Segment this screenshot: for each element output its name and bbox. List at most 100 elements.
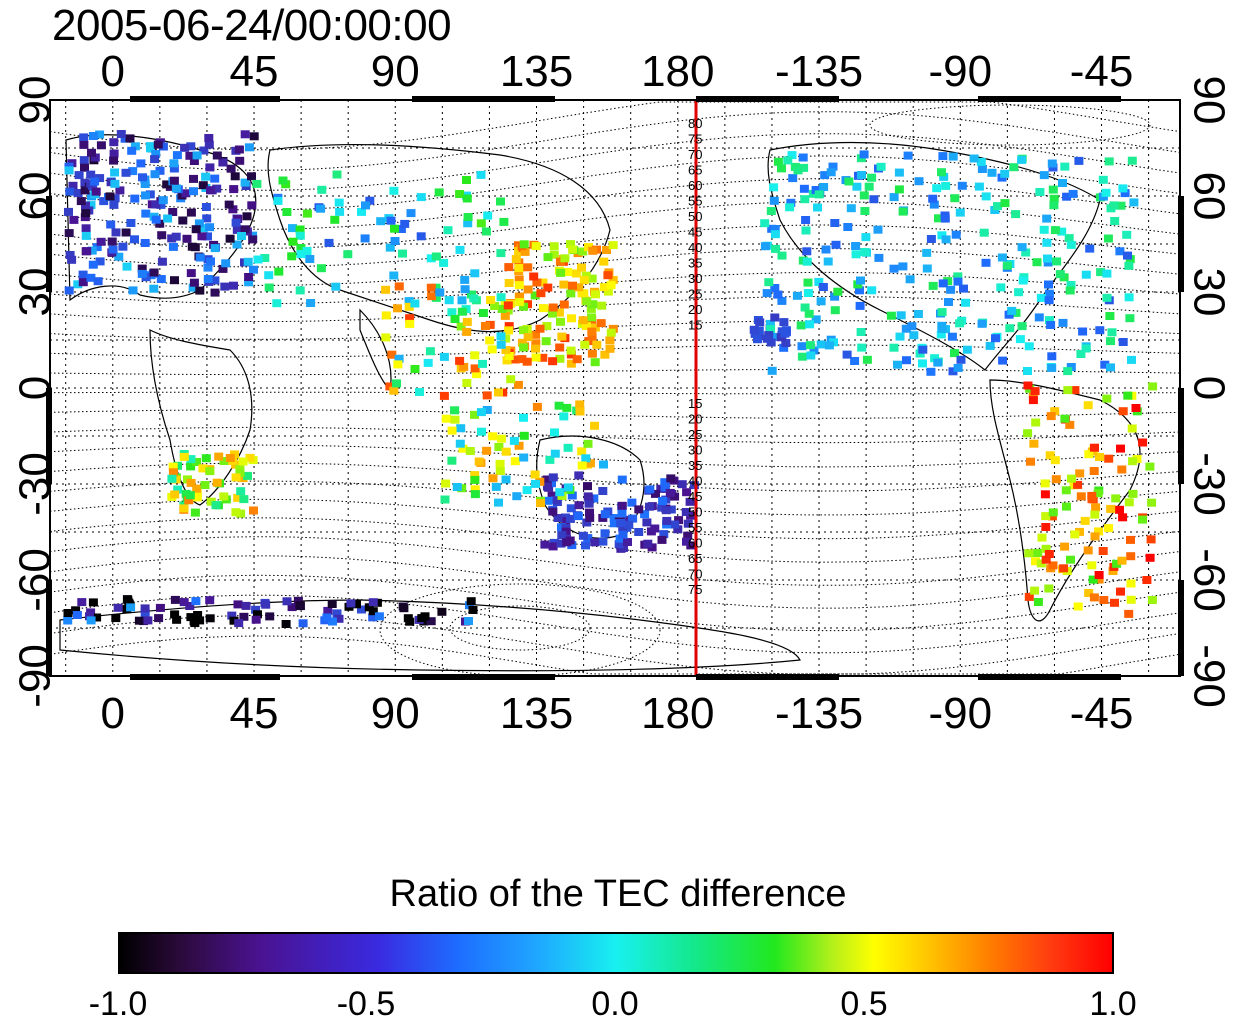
tec-cell	[128, 286, 138, 295]
tec-cell	[798, 153, 808, 162]
tec-cell	[662, 516, 672, 525]
tec-cell	[889, 193, 899, 202]
tec-cell	[204, 140, 214, 149]
tec-cell	[1041, 555, 1051, 564]
tec-cell	[585, 513, 595, 522]
tec-cell	[245, 453, 255, 462]
tec-cell	[198, 224, 208, 233]
tec-cell	[1018, 276, 1028, 285]
tec-cell	[201, 172, 211, 181]
tec-cell	[1024, 549, 1034, 558]
tec-cell	[504, 322, 514, 331]
tec-cell	[72, 611, 82, 619]
tec-cell	[543, 482, 552, 491]
tec-cell	[1044, 316, 1054, 325]
tec-cell	[376, 217, 386, 226]
tec-cell	[1073, 602, 1083, 611]
tec-cell	[814, 190, 824, 199]
tec-cell	[456, 424, 466, 433]
tec-cell	[64, 207, 73, 216]
tec-cell	[485, 336, 495, 345]
tec-cell	[531, 353, 541, 362]
tec-cell	[447, 426, 457, 435]
tec-cell	[1062, 502, 1071, 511]
tec-cell	[406, 209, 416, 218]
tec-cell	[178, 216, 188, 225]
right-lat-label: 90	[1184, 76, 1233, 125]
tec-cell	[368, 598, 378, 607]
tec-cell	[251, 615, 261, 624]
tec-cell	[450, 415, 460, 424]
tec-cell	[444, 296, 454, 305]
tec-cell	[1104, 454, 1114, 463]
tec-cell	[948, 367, 958, 376]
tec-cell	[241, 601, 251, 610]
tec-cell	[126, 603, 136, 612]
tec-cell	[894, 185, 904, 194]
tec-cell	[130, 235, 139, 244]
tec-cell	[73, 189, 83, 197]
meridian-label: 65	[688, 163, 702, 178]
tec-cell	[73, 280, 83, 289]
tec-cell	[468, 606, 478, 614]
contour-line	[49, 133, 1181, 191]
tec-cell	[562, 403, 572, 412]
tec-cell	[253, 610, 262, 619]
tec-cell	[171, 232, 181, 241]
tec-cell	[1127, 355, 1136, 364]
tec-cell	[1046, 321, 1056, 329]
meridian-label: 65	[688, 551, 702, 566]
tec-cell	[582, 297, 592, 306]
tec-cell	[770, 284, 780, 292]
tec-cell	[78, 270, 88, 279]
tec-cell	[523, 333, 533, 342]
tec-cell	[1111, 494, 1121, 503]
tec-cell	[901, 324, 911, 333]
tec-cell	[381, 285, 391, 294]
tec-cell	[410, 299, 420, 308]
tec-cell	[235, 464, 245, 473]
tec-cell	[417, 614, 427, 623]
tec-cell	[71, 606, 81, 615]
tec-cell	[886, 311, 896, 320]
tec-cell	[801, 226, 811, 235]
meridian-label: 60	[688, 178, 702, 193]
tec-cell	[674, 516, 684, 525]
tec-cell	[224, 200, 234, 209]
tec-cell	[452, 483, 462, 491]
tec-cell	[645, 502, 654, 511]
tec-cell	[434, 188, 444, 197]
meridian-label: 20	[688, 412, 702, 427]
tec-cell	[550, 428, 559, 437]
tec-cell	[554, 308, 564, 317]
tec-cell	[856, 328, 866, 336]
tec-cell	[496, 293, 506, 302]
tec-cell	[1127, 424, 1137, 433]
tec-cell	[1047, 159, 1057, 168]
tec-cell	[559, 280, 569, 289]
tec-cell	[201, 454, 211, 463]
tec-cell	[1017, 243, 1027, 252]
meridian-label: 50	[688, 505, 702, 520]
top-lon-label: 180	[641, 47, 714, 96]
tec-cell	[787, 151, 797, 160]
meridian-label: 75	[688, 582, 702, 597]
tec-cell	[955, 208, 965, 217]
tec-cell	[1075, 469, 1085, 478]
tec-cell	[264, 283, 274, 292]
tec-cell	[482, 391, 492, 400]
tec-cell	[953, 277, 963, 286]
tec-cell	[390, 237, 400, 245]
tec-cell	[1096, 268, 1106, 277]
tec-cell	[634, 505, 644, 514]
tec-cell	[249, 132, 259, 141]
tec-cell	[519, 240, 529, 249]
tec-cell	[218, 264, 228, 273]
tec-cell	[1042, 238, 1052, 247]
tec-cell	[1021, 248, 1031, 257]
tec-cell	[305, 255, 315, 263]
tec-cell	[1058, 179, 1067, 187]
tec-cell	[496, 249, 506, 258]
tec-cell	[599, 460, 608, 469]
tec-cell	[566, 289, 576, 298]
